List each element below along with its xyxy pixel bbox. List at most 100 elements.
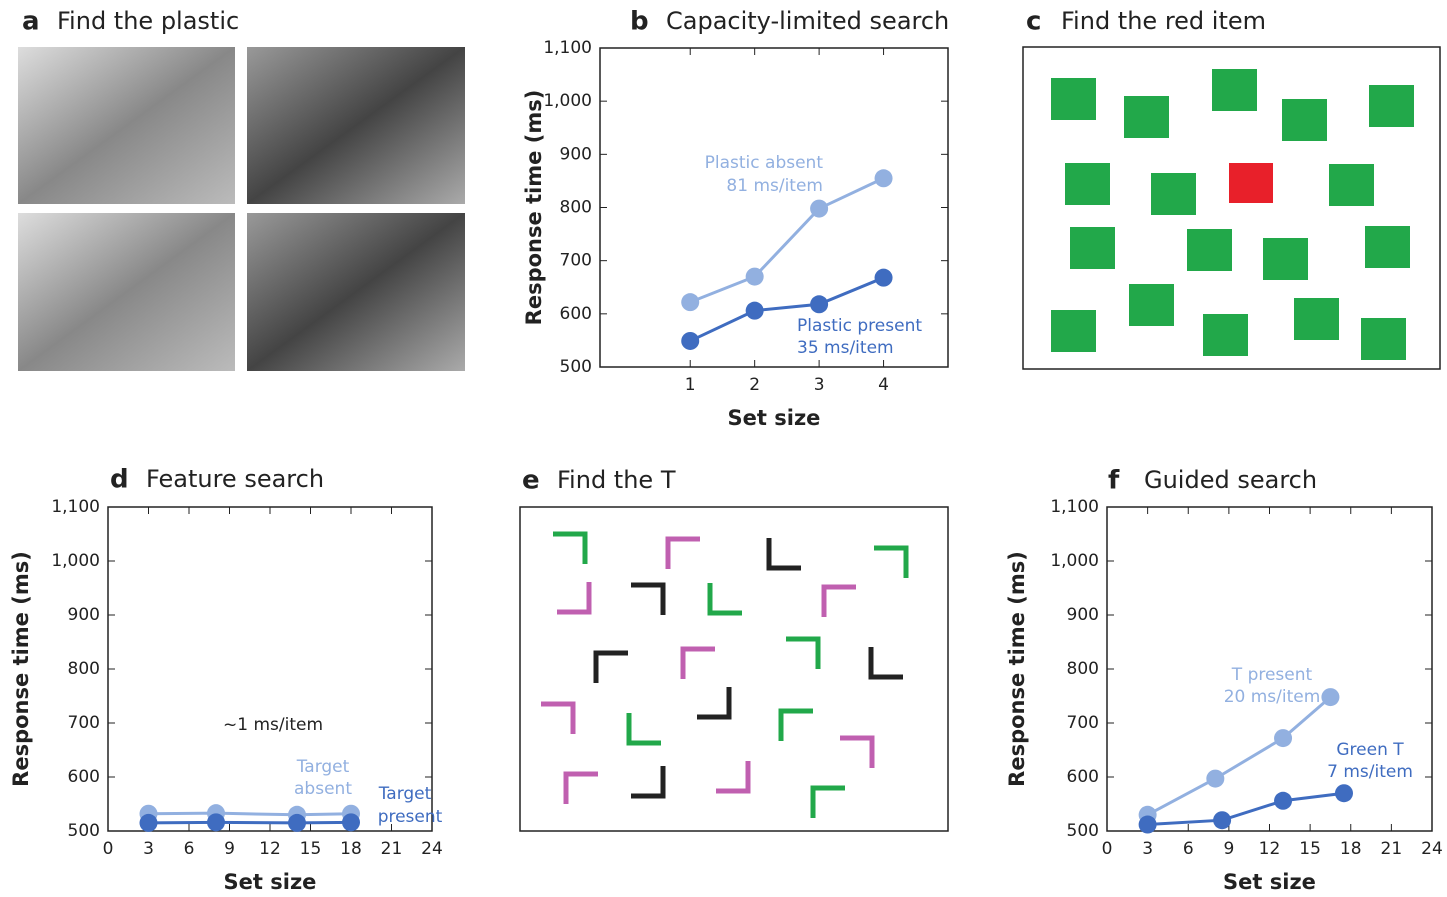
distractor (1051, 310, 1096, 352)
photo (18, 47, 235, 204)
distractor (1151, 173, 1196, 215)
annotation: 20 ms/item (1224, 687, 1321, 707)
annotation: Plastic absent (705, 153, 824, 173)
data-point (681, 293, 699, 311)
panel-letter: d (110, 465, 129, 495)
data-point (875, 169, 893, 187)
l-item (824, 587, 856, 617)
y-tick-label: 1,100 (543, 38, 592, 58)
y-tick-label: 900 (560, 144, 592, 164)
annotation: absent (294, 779, 352, 799)
distractor (1329, 164, 1374, 206)
distractor (1124, 96, 1169, 138)
distractor (1051, 78, 1096, 120)
l-item (541, 704, 573, 734)
l-item (710, 583, 742, 613)
x-tick-label: 3 (143, 839, 154, 859)
y-tick-label: 600 (560, 304, 592, 324)
l-item (874, 548, 906, 578)
distractor (1369, 85, 1414, 127)
y-tick-label: 1,000 (1050, 551, 1099, 571)
y-tick-label: 800 (560, 198, 592, 218)
distractor (1212, 69, 1257, 111)
x-tick-label: 9 (224, 839, 235, 859)
y-tick-label: 1,000 (51, 551, 100, 571)
y-tick-label: 900 (68, 605, 100, 625)
x-tick-label: 24 (421, 839, 443, 859)
figure: aFind the plasticcFind the red itemeFind… (0, 0, 1447, 897)
distractor (1129, 284, 1174, 326)
distractor (1365, 226, 1410, 268)
series-line (690, 178, 883, 302)
y-tick-label: 800 (68, 659, 100, 679)
x-tick-label: 3 (1142, 839, 1153, 859)
y-axis-label: Response time (ms) (522, 90, 546, 326)
photo (247, 47, 465, 204)
annotation: 7 ms/item (1327, 762, 1413, 782)
x-tick-label: 6 (184, 839, 195, 859)
chart-title: Feature search (146, 465, 324, 493)
plot-frame (108, 507, 432, 831)
x-tick-label: 15 (1299, 839, 1321, 859)
panel-title: Find the plastic (57, 7, 239, 35)
y-tick-label: 900 (1067, 605, 1099, 625)
data-point (342, 813, 360, 831)
annotation: 81 ms/item (726, 176, 823, 196)
distractor (1294, 298, 1339, 340)
data-point (746, 268, 764, 286)
x-tick-label: 18 (1340, 839, 1362, 859)
data-point (681, 332, 699, 350)
l-item (781, 711, 813, 741)
l-item (631, 766, 663, 796)
annotation: Green T (1336, 740, 1404, 760)
y-tick-label: 1,100 (51, 497, 100, 517)
annotation: Target (296, 757, 350, 777)
y-tick-label: 800 (1067, 659, 1099, 679)
x-tick-label: 6 (1183, 839, 1194, 859)
y-axis-label: Response time (ms) (9, 551, 33, 787)
x-tick-label: 12 (1259, 839, 1281, 859)
panel-letter: a (22, 7, 40, 37)
distractor (1070, 227, 1115, 269)
data-point (288, 814, 306, 832)
data-point (810, 295, 828, 313)
panel-letter: c (1026, 7, 1041, 37)
data-point (207, 813, 225, 831)
l-item (840, 738, 872, 768)
x-tick-label: 0 (1102, 839, 1113, 859)
l-item (557, 582, 589, 612)
l-item (596, 653, 628, 683)
distractor (1263, 238, 1308, 280)
x-axis-label: Set size (224, 870, 317, 894)
x-tick-label: 21 (381, 839, 403, 859)
x-tick-label: 2 (749, 375, 760, 395)
x-axis-label: Set size (1223, 870, 1316, 894)
x-tick-label: 24 (1421, 839, 1443, 859)
x-tick-label: 18 (340, 839, 362, 859)
panel-title: Find the T (557, 466, 676, 494)
data-point (1335, 784, 1353, 802)
chart-title: Guided search (1144, 466, 1317, 494)
y-tick-label: 500 (1067, 821, 1099, 841)
data-point (1321, 688, 1339, 706)
x-axis-label: Set size (728, 406, 821, 430)
y-tick-label: 600 (68, 767, 100, 787)
data-point (746, 302, 764, 320)
x-tick-label: 0 (103, 839, 114, 859)
target (1229, 163, 1273, 203)
data-point (810, 200, 828, 218)
l-item (668, 539, 700, 569)
x-tick-label: 1 (685, 375, 696, 395)
series-line (149, 822, 352, 823)
photo (247, 213, 465, 371)
annotation: ~1 ms/item (223, 715, 323, 735)
y-tick-label: 700 (68, 713, 100, 733)
y-tick-label: 1,100 (1050, 497, 1099, 517)
data-point (1213, 811, 1231, 829)
x-tick-label: 12 (259, 839, 281, 859)
x-tick-label: 15 (300, 839, 322, 859)
y-tick-label: 700 (1067, 713, 1099, 733)
photo (18, 213, 235, 371)
l-item (631, 585, 663, 615)
data-point (140, 814, 158, 832)
